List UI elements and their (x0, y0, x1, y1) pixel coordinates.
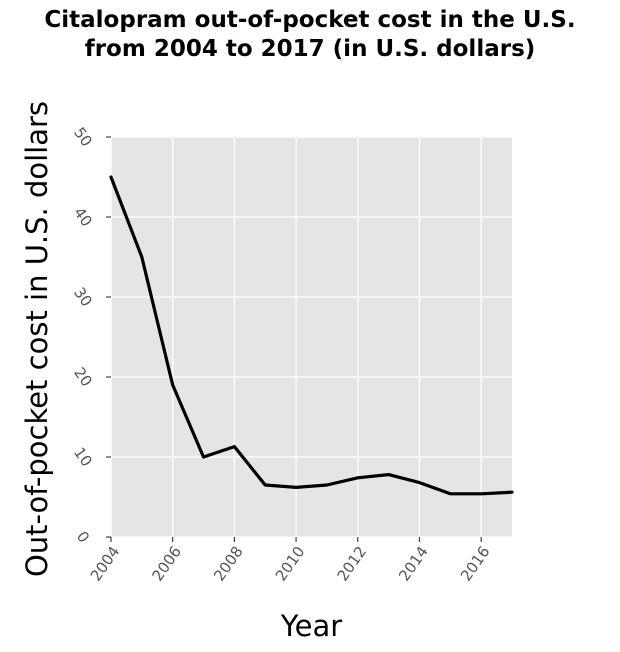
chart-title: Citalopram out-of-pocket cost in the U.S… (0, 6, 620, 64)
x-tick-label: 2012 (333, 543, 370, 585)
grid-lines (110, 136, 512, 538)
y-tick-label: 50 (70, 124, 96, 150)
x-tick-label: 2004 (87, 543, 124, 585)
series-line (109, 175, 514, 496)
y-tick-labels: 0 10 20 30 40 50 (70, 124, 96, 546)
x-tick-label: 2008 (210, 543, 247, 585)
y-tick-label: 10 (70, 444, 96, 470)
x-tick-label: 2016 (457, 543, 494, 585)
plot-panel (111, 137, 512, 537)
axis-ticks (106, 136, 482, 542)
chart-title-line-2: from 2004 to 2017 (in U.S. dollars) (84, 36, 536, 62)
x-tick-label: 2014 (395, 543, 432, 585)
y-tick-label: 20 (70, 364, 96, 390)
y-tick-label: 30 (70, 284, 96, 310)
x-tick-labels: 2004 2006 2008 2010 2012 2014 2016 (87, 543, 494, 585)
chart-title-line-1: Citalopram out-of-pocket cost in the U.S… (44, 7, 576, 33)
y-axis-title: Out-of-pocket cost in U.S. dollars (20, 101, 54, 577)
x-tick-label: 2010 (272, 543, 309, 585)
x-axis-title: Year (280, 609, 342, 643)
y-tick-label: 40 (70, 204, 96, 230)
x-tick-label: 2006 (148, 543, 185, 585)
y-tick-label: 0 (73, 528, 93, 546)
